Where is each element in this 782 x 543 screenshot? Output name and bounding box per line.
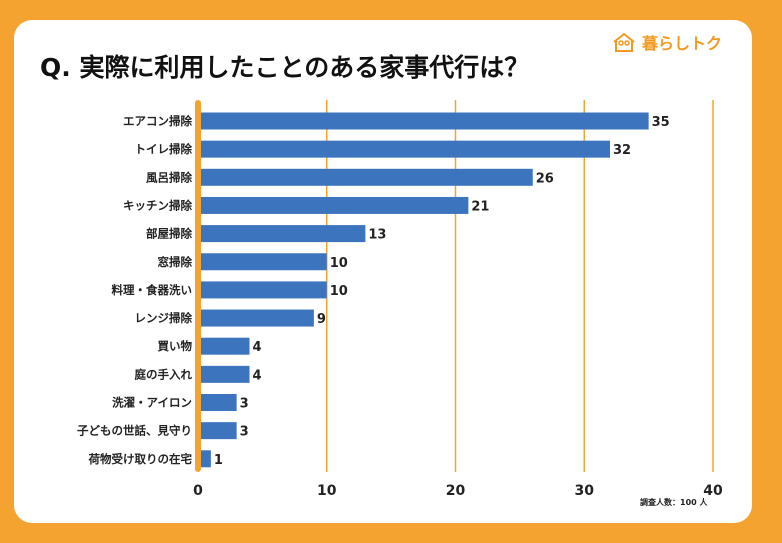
data-label: 32 — [613, 143, 631, 158]
data-label: 4 — [253, 340, 262, 355]
category-label: 子どもの世話、見守り — [77, 424, 192, 438]
data-label: 4 — [253, 368, 262, 383]
category-label: 風呂掃除 — [146, 170, 192, 184]
sample-size-note: 調査人数：100 人 — [640, 498, 708, 507]
data-label: 35 — [652, 115, 670, 130]
category-label: 庭の手入れ — [135, 367, 193, 381]
bar — [201, 196, 469, 214]
data-label: 10 — [330, 284, 348, 299]
category-label: キッチン掃除 — [123, 198, 192, 212]
x-tick-label: 20 — [446, 483, 466, 499]
bar — [201, 422, 237, 440]
category-label: レンジ掃除 — [135, 311, 193, 325]
bar — [201, 140, 610, 158]
category-label: エアコン掃除 — [123, 114, 192, 128]
data-label: 21 — [471, 199, 489, 214]
category-label: 部屋掃除 — [146, 227, 192, 241]
logo-text: 暮らしトク — [642, 34, 723, 53]
bar — [201, 365, 250, 383]
data-label: 10 — [330, 256, 348, 271]
category-label: 料理・食器洗い — [112, 283, 193, 297]
zero-axis — [195, 100, 201, 472]
category-label: 洗濯・アイロン — [112, 396, 192, 410]
data-label: 9 — [317, 312, 326, 327]
data-label: 13 — [368, 228, 386, 243]
x-tick-label: 0 — [193, 483, 203, 499]
data-label: 1 — [214, 453, 223, 468]
data-label: 26 — [536, 171, 554, 186]
data-label: 3 — [240, 397, 249, 412]
x-tick-label: 30 — [575, 483, 595, 499]
category-label: 買い物 — [158, 339, 193, 353]
bar — [201, 225, 366, 243]
bar — [201, 112, 649, 130]
bar — [201, 337, 250, 355]
category-label: 荷物受け取りの在宅 — [88, 452, 193, 466]
card — [14, 20, 752, 523]
bar — [201, 309, 314, 327]
x-tick-label: 10 — [317, 483, 337, 499]
house-people-icon — [613, 32, 635, 52]
x-tick-label: 40 — [703, 483, 723, 499]
data-label: 3 — [240, 425, 249, 440]
bar — [201, 168, 533, 186]
bar — [201, 394, 237, 411]
page-title: Q. 実際に利用したことのある家事代行は？ — [40, 53, 530, 82]
logo: 暮らしトク — [612, 30, 722, 54]
bar — [201, 450, 211, 468]
category-label: 窓掃除 — [158, 255, 193, 269]
category-label: トイレ掃除 — [135, 142, 193, 156]
bar — [201, 253, 327, 271]
bar — [201, 281, 327, 299]
